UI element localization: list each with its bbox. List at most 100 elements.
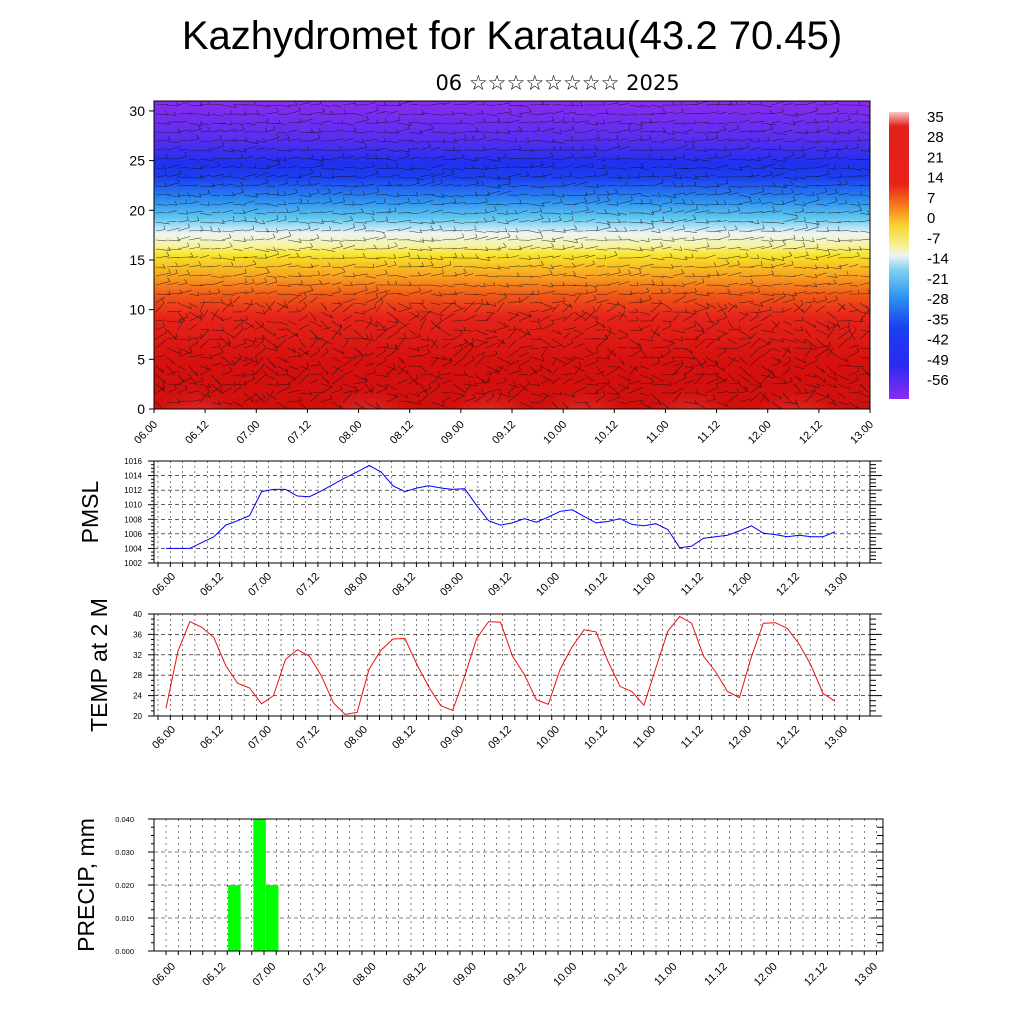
colorbar-label: 28 <box>927 129 944 146</box>
temp-y-axis-label: TEMP at 2 M <box>86 598 112 732</box>
warm-spot <box>320 347 417 409</box>
precip-x-tick-label: 09.12 <box>501 961 529 989</box>
heatmap-y-tick-label: 10 <box>129 302 145 318</box>
page-title: Kazhydromet for Karatau(43.2 70.45) <box>181 14 843 58</box>
precip-x-tick-label: 07.12 <box>301 961 329 989</box>
pmsl-frame <box>153 460 871 564</box>
pmsl-series-line <box>166 464 836 549</box>
colorbar-label: -35 <box>927 311 949 328</box>
heatmap-x-tick-label: 11.12 <box>695 419 722 446</box>
precip-bar <box>265 885 279 951</box>
page-subtitle: 06 ☆☆☆☆☆☆☆☆ 2025 <box>435 71 680 95</box>
heatmap-y-tick-label: 20 <box>129 202 145 218</box>
pmsl-x-tick-label: 06.00 <box>150 571 178 599</box>
temp-x-tick-label: 09.00 <box>438 724 466 752</box>
pmsl-y-axis-label: PMSL <box>77 480 103 543</box>
pmsl-y-tick-label: 1004 <box>124 544 142 553</box>
temp-frame <box>153 613 871 717</box>
pmsl-y-tick-label: 1006 <box>124 530 142 539</box>
temp-y-tick-label: 20 <box>133 712 142 721</box>
heatmap-y-tick-label: 25 <box>129 153 145 169</box>
temp-x-tick-label: 12.12 <box>774 724 802 752</box>
precip-x-tick-label: 11.00 <box>652 961 679 988</box>
pmsl-x-tick-label: 08.12 <box>390 571 418 599</box>
precip-ticks <box>148 818 883 955</box>
heatmap-x-tick-label: 07.00 <box>234 419 262 447</box>
warm-spot <box>750 347 847 409</box>
colorbar-label: -42 <box>927 332 949 349</box>
pmsl-x-tick-label: 10.12 <box>582 571 610 599</box>
pmsl-y-tick-label: 1016 <box>124 457 142 466</box>
temp-y-tick-label: 24 <box>133 692 142 701</box>
pmsl-grid <box>154 460 870 564</box>
precip-x-tick-label: 13.00 <box>852 961 880 989</box>
colorbar-label: -56 <box>927 372 949 389</box>
pmsl-x-axis: 06.00 06.12 07.00 07.12 08.00 08.12 09.00 09.12… <box>150 571 850 599</box>
pmsl-y-tick-label: 1002 <box>124 559 142 568</box>
temp-y-tick-label: 28 <box>133 671 142 680</box>
pmsl-x-tick-label: 06.12 <box>198 571 226 599</box>
heatmap-y-tick-label: 5 <box>137 351 145 367</box>
pmsl-x-tick-label: 11.12 <box>679 571 706 598</box>
precip-x-tick-label: 06.12 <box>200 961 228 989</box>
pmsl-x-tick-label: 09.12 <box>486 571 514 599</box>
colorbar-label: -28 <box>927 291 949 308</box>
temp-x-tick-label: 07.12 <box>294 724 322 752</box>
heatmap-x-tick-label: 08.00 <box>337 419 365 447</box>
temp-x-tick-label: 06.00 <box>150 724 178 752</box>
colorbar-label: 14 <box>927 170 944 187</box>
heatmap-y-tick-label: 15 <box>129 252 145 268</box>
precip-x-tick-label: 07.00 <box>250 961 278 989</box>
temp-series-line <box>165 615 836 716</box>
precip-x-tick-label: 08.12 <box>401 961 429 989</box>
colorbar: 35 28 21 14 7 0 -7 -14 -21 -28 -35 -42 -49 -56 <box>889 109 949 399</box>
temp-x-tick-label: 08.12 <box>390 724 418 752</box>
precip-x-tick-label: 10.12 <box>601 961 629 989</box>
heatmap-x-tick-label: 06.00 <box>132 419 160 447</box>
temp-y-tick-label: 36 <box>133 630 142 639</box>
pmsl-y-tick-label: 1012 <box>124 486 142 495</box>
heatmap-y-axis: 0 5 10 15 20 25 30 <box>129 103 154 417</box>
wind-vectors <box>155 101 870 409</box>
precip-y-tick-label: 0.030 <box>115 848 134 857</box>
pmsl-y-tick-label: 1008 <box>124 515 142 524</box>
precip-x-tick-label: 11.12 <box>702 961 729 988</box>
temp-y-axis: 20 24 28 32 36 40 <box>133 610 142 721</box>
temp-x-tick-label: 08.00 <box>342 724 370 752</box>
precip-y-tick-label: 0.040 <box>115 815 134 824</box>
temp-x-tick-label: 13.00 <box>822 724 850 752</box>
precip-x-tick-label: 06.00 <box>150 961 178 989</box>
precip-x-tick-label: 10.00 <box>551 961 579 989</box>
temp-x-tick-label: 10.12 <box>582 724 610 752</box>
pmsl-x-tick-label: 12.12 <box>774 571 802 599</box>
precip-y-axis-label: PRECIP, mm <box>73 818 99 952</box>
precip-bar <box>228 885 241 951</box>
heatmap-x-tick-label: 12.00 <box>746 419 774 447</box>
heatmap-x-tick-label: 10.12 <box>592 419 620 447</box>
pmsl-x-tick-label: 09.00 <box>438 571 466 599</box>
colorbar-label: 21 <box>927 149 944 166</box>
pmsl-x-tick-label: 07.00 <box>246 571 274 599</box>
precip-chart: 0.000 0.010 0.020 0.030 0.040 06.00 06.12 07.0… <box>73 815 884 989</box>
colorbar-label: 0 <box>927 210 935 227</box>
pmsl-y-tick-label: 1014 <box>124 472 142 481</box>
heatmap-x-tick-label: 07.12 <box>286 419 314 447</box>
pmsl-x-tick-label: 07.12 <box>294 571 322 599</box>
precip-bars <box>228 819 279 951</box>
temp-y-tick-label: 40 <box>133 610 142 619</box>
temp-chart: 20 24 28 32 36 40 06.00 06.12 07.00 07.12 08.00 08… <box>86 598 882 752</box>
temp-x-tick-label: 12.00 <box>726 724 754 752</box>
heatmap-x-tick-label: 08.12 <box>388 419 416 447</box>
pmsl-x-tick-label: 08.00 <box>342 571 370 599</box>
heatmap-y-tick-label: 0 <box>137 401 145 417</box>
warm-spot <box>535 347 632 409</box>
precip-y-tick-label: 0.020 <box>115 881 134 890</box>
colorbar-gradient <box>889 112 909 399</box>
precip-y-tick-label: 0.010 <box>115 914 134 923</box>
cross-section-heatmap: 0 5 10 15 20 25 30 06.00 06.12 07.00 07.12 08.00 08… <box>129 100 876 447</box>
precip-y-axis: 0.000 0.010 0.020 0.030 0.040 <box>115 815 134 956</box>
pmsl-x-tick-label: 10.00 <box>534 571 562 599</box>
heatmap-x-tick-label: 09.00 <box>439 419 467 447</box>
heatmap-x-tick-label: 13.00 <box>848 419 876 447</box>
